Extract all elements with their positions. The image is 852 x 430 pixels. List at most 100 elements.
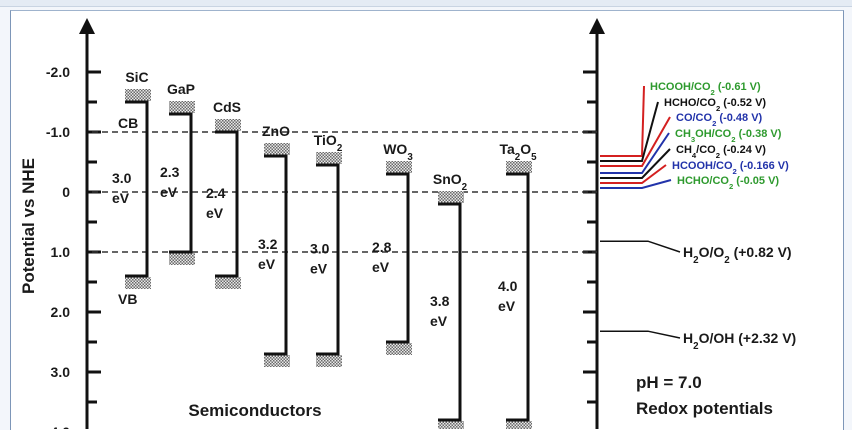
band-gap-unit: eV	[258, 256, 276, 272]
band-gap-unit: eV	[498, 298, 516, 314]
vb-hatch	[386, 343, 412, 355]
cb-hatch	[264, 143, 290, 155]
redox-leader-line	[600, 179, 672, 189]
band-gap-value: 4.0	[498, 278, 518, 294]
y-tick-labels: -2.0 -1.0 0 1.0 2.0 3.0 4.0	[46, 64, 70, 429]
vb-hatch	[264, 355, 290, 367]
band-gap-value: 3.0	[112, 170, 132, 186]
cb-hatch	[386, 161, 412, 173]
semiconductors-caption: Semiconductors	[188, 401, 321, 420]
semiconductor-ta2o5: Ta2O5 4.0 eV	[498, 141, 537, 429]
redox-leader-line	[600, 85, 645, 157]
band-gap-unit: eV	[372, 259, 390, 275]
band-gap-value: 3.8	[430, 293, 450, 309]
semiconductor-bands: SiC 3.0 eV GaP 2.3 eV CdS 2.4 eV ZnO 3.2 eV TiO2 3.0 e…	[112, 69, 537, 429]
semiconductor-name: ZnO	[262, 123, 290, 139]
cb-hatch	[506, 161, 532, 173]
y-tick-label: 0	[62, 184, 70, 200]
semiconductor-name: GaP	[167, 81, 195, 97]
redox-leader-line	[600, 132, 670, 174]
top-bar	[0, 0, 852, 7]
semiconductor-name: TiO2	[314, 132, 343, 154]
semiconductor-sic: SiC 3.0 eV	[112, 69, 151, 289]
vb-hatch	[169, 253, 195, 265]
redox-couple: CH4/CO2 (-0.24 V)	[600, 144, 766, 179]
redox-couple: HCOOH/CO2 (-0.166 V)	[600, 160, 789, 184]
cb-hatch	[169, 101, 195, 113]
left-axis	[79, 18, 101, 429]
redox-couple: CO/CO2 (-0.48 V)	[600, 112, 763, 167]
vb-hatch	[506, 421, 532, 429]
cb-hatch	[125, 89, 151, 101]
semiconductor-name: SnO2	[433, 171, 468, 193]
water-couples: H2O/O2 (+0.82 V) H2O/OH (+2.32 V)	[600, 240, 796, 352]
water-couple: H2O/OH (+2.32 V)	[600, 330, 796, 352]
semiconductor-name: SiC	[125, 69, 148, 85]
band-bracket	[386, 172, 410, 344]
figure-panel	[10, 10, 844, 430]
water-label: H2O/O2 (+0.82 V)	[683, 244, 792, 266]
band-gap-value: 2.8	[372, 239, 392, 255]
redox-leader-line	[600, 116, 671, 167]
vb-hatch	[125, 277, 151, 289]
water-leader-line	[600, 330, 681, 339]
vb-hatch	[438, 421, 464, 429]
redox-label: CH3OH/CO2 (-0.38 V)	[675, 128, 782, 144]
semiconductor-name: WO3	[383, 141, 413, 163]
y-tick-label: 2.0	[51, 304, 71, 320]
semiconductor-wo3: WO3 2.8 eV	[372, 141, 413, 355]
y-tick-label: -1.0	[46, 124, 70, 140]
band-gap-unit: eV	[310, 261, 328, 277]
band-bracket	[438, 202, 462, 422]
semiconductor-cds: CdS 2.4 eV	[206, 99, 241, 289]
band-bracket	[169, 112, 193, 254]
cb-hatch	[316, 152, 342, 164]
band-gap-unit: eV	[160, 184, 178, 200]
redox-leader-line	[600, 101, 659, 162]
band-gap-unit: eV	[112, 190, 130, 206]
water-couple: H2O/O2 (+0.82 V)	[600, 240, 792, 266]
semiconductor-tio2: TiO2 3.0 eV	[310, 132, 343, 367]
band-bracket	[215, 130, 239, 278]
band-bracket	[316, 163, 340, 356]
redox-leader-line	[600, 164, 667, 184]
band-gap-value: 2.4	[206, 185, 226, 201]
band-gap-unit: eV	[430, 313, 448, 329]
y-tick-label: 1.0	[51, 244, 71, 260]
semiconductor-name: CdS	[213, 99, 241, 115]
cb-hatch	[215, 119, 241, 131]
vb-hatch	[215, 277, 241, 289]
water-label: H2O/OH (+2.32 V)	[683, 330, 796, 352]
band-bracket	[506, 172, 530, 422]
band-bracket	[125, 100, 149, 278]
semiconductor-name: Ta2O5	[499, 141, 537, 163]
semiconductor-zno: ZnO 3.2 eV	[258, 123, 290, 367]
redox-couple: HCHO/CO2 (-0.52 V)	[600, 97, 766, 162]
y-tick-label: 3.0	[51, 364, 71, 380]
vb-label: VB	[118, 291, 137, 307]
redox-couple: HCOOH/CO2 (-0.61 V)	[600, 81, 761, 157]
redox-potentials-caption: Redox potentials	[636, 399, 773, 418]
y-tick-label: -2.0	[46, 64, 70, 80]
redox-leader-line	[600, 148, 671, 179]
band-gap-value: 3.0	[310, 241, 330, 257]
band-gap-value: 3.2	[258, 236, 278, 252]
y-axis-title: Potential vs NHE	[19, 158, 38, 294]
redox-label: CH4/CO2 (-0.24 V)	[676, 144, 766, 160]
redox-couple: CH3OH/CO2 (-0.38 V)	[600, 128, 782, 174]
y-tick-label: 4.0	[51, 424, 71, 429]
redox-label: HCOOH/CO2 (-0.61 V)	[650, 81, 761, 97]
cb-label: CB	[118, 115, 138, 131]
right-axis	[583, 18, 605, 429]
band-gap-value: 2.3	[160, 164, 180, 180]
redox-label: HCHO/CO2 (-0.52 V)	[664, 97, 766, 113]
vb-hatch	[316, 355, 342, 367]
redox-label: HCOOH/CO2 (-0.166 V)	[672, 160, 789, 176]
water-leader-line	[600, 240, 681, 253]
semiconductor-sno2: SnO2 3.8 eV	[430, 171, 468, 429]
band-bracket	[264, 154, 288, 356]
redox-couple: HCHO/CO2 (-0.05 V)	[600, 175, 779, 191]
redox-label: HCHO/CO2 (-0.05 V)	[677, 175, 779, 191]
